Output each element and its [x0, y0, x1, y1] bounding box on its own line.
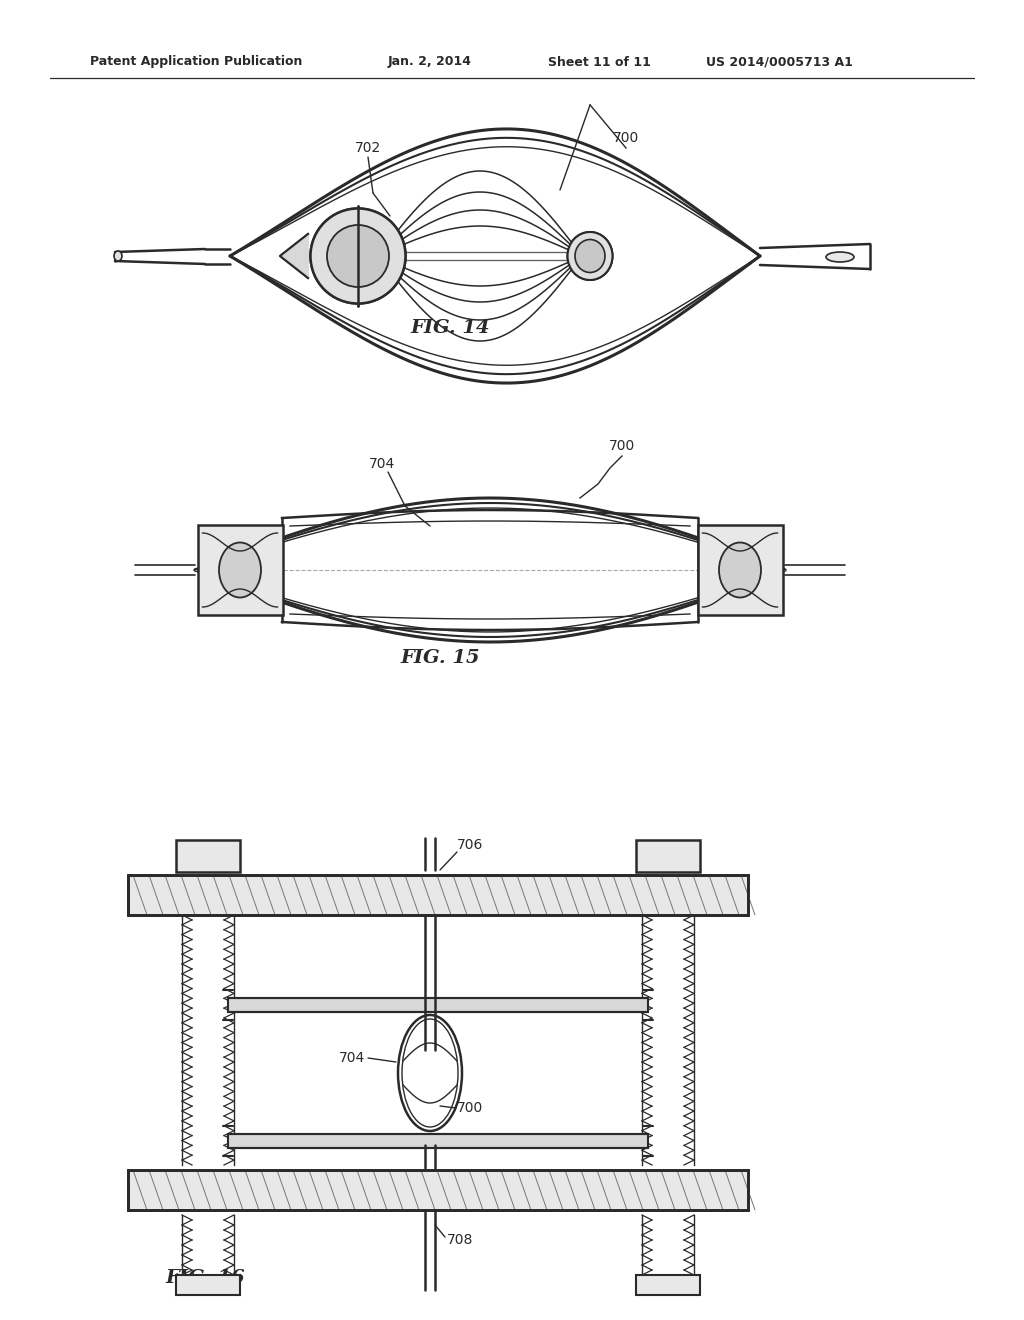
Text: FIG. 14: FIG. 14	[411, 319, 489, 337]
Ellipse shape	[575, 239, 605, 272]
Text: Patent Application Publication: Patent Application Publication	[90, 55, 302, 69]
Text: 708: 708	[446, 1233, 473, 1247]
Text: FIG. 16: FIG. 16	[165, 1269, 245, 1287]
Text: 700: 700	[609, 440, 635, 453]
Ellipse shape	[327, 224, 389, 286]
Ellipse shape	[567, 232, 612, 280]
Text: 706: 706	[457, 838, 483, 851]
Ellipse shape	[310, 209, 406, 304]
Ellipse shape	[327, 224, 389, 286]
Text: US 2014/0005713 A1: US 2014/0005713 A1	[706, 55, 853, 69]
Text: 700: 700	[613, 131, 639, 145]
Bar	[228, 1134, 648, 1148]
Ellipse shape	[575, 239, 605, 272]
Bar	[636, 840, 700, 873]
Text: 700: 700	[457, 1101, 483, 1115]
Bar	[128, 875, 748, 915]
Ellipse shape	[826, 252, 854, 261]
Polygon shape	[280, 234, 308, 279]
Bar	[176, 840, 240, 873]
Text: 704: 704	[369, 457, 395, 471]
Polygon shape	[280, 234, 308, 279]
Text: Sheet 11 of 11: Sheet 11 of 11	[548, 55, 651, 69]
Ellipse shape	[719, 543, 761, 598]
Bar	[198, 525, 283, 615]
Ellipse shape	[114, 251, 122, 261]
Ellipse shape	[219, 543, 261, 598]
Text: FIG. 15: FIG. 15	[400, 649, 480, 667]
Bar	[128, 1170, 748, 1210]
Text: Jan. 2, 2014: Jan. 2, 2014	[388, 55, 472, 69]
Ellipse shape	[310, 209, 406, 304]
Bar	[636, 1275, 700, 1295]
Text: 704: 704	[339, 1051, 366, 1065]
Ellipse shape	[567, 232, 612, 280]
Text: 702: 702	[355, 141, 381, 154]
Bar	[228, 998, 648, 1012]
Bar	[697, 525, 782, 615]
Bar	[176, 1275, 240, 1295]
